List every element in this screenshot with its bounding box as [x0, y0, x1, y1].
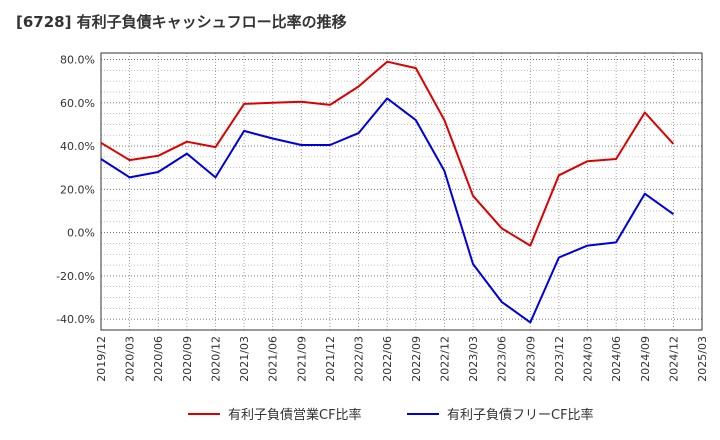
legend: 有利子負債営業CF比率 有利子負債フリーCF比率: [188, 407, 594, 423]
y-tick-label: 20.0%: [60, 183, 95, 196]
x-tick-label: 2022/09: [410, 336, 423, 382]
y-tick-label: 60.0%: [60, 97, 95, 110]
series-lines: [100, 60, 675, 324]
x-tick-label: 2023/09: [524, 336, 537, 382]
x-tick-label: 2020/12: [209, 336, 222, 382]
chart-title: [6728] 有利子負債キャッシュフロー比率の推移: [16, 13, 347, 31]
x-tick-label: 2023/12: [553, 336, 566, 382]
grid: [100, 53, 703, 330]
x-tick-label: 2024/12: [667, 336, 680, 382]
y-tick-label: 80.0%: [60, 53, 95, 66]
y-axis: 80.0% 60.0% 40.0% 20.0% 0.0% -20.0% -40.0%: [56, 53, 95, 326]
x-tick-label: 2023/06: [496, 336, 509, 382]
x-axis: 2019/12 2020/03 2020/06 2020/09 2020/12 2021/…: [95, 336, 709, 382]
x-tick-label: 2024/03: [582, 336, 595, 382]
x-tick-label: 2022/12: [438, 336, 451, 382]
y-tick-label: -40.0%: [56, 313, 95, 326]
x-tick-label: 2024/09: [639, 336, 652, 382]
x-tick-label: 2020/03: [124, 336, 137, 382]
x-tick-label: 2021/09: [295, 336, 308, 382]
x-tick-label: 2024/06: [610, 336, 623, 382]
series-line-2: [100, 97, 674, 324]
legend-label-2: 有利子負債フリーCF比率: [447, 407, 594, 423]
y-tick-label: 0.0%: [67, 227, 95, 240]
plot-frame: [100, 52, 703, 331]
x-tick-label: 2021/03: [238, 336, 251, 382]
x-tick-label: 2022/03: [353, 336, 366, 382]
x-tick-label: 2021/06: [267, 336, 280, 382]
x-tick-label: 2023/03: [467, 336, 480, 382]
x-tick-label: 2025/03: [696, 336, 709, 382]
x-tick-label: 2020/06: [152, 336, 165, 382]
x-tick-label: 2022/06: [381, 336, 394, 382]
x-tick-label: 2021/12: [324, 336, 337, 382]
legend-label-1: 有利子負債営業CF比率: [228, 407, 362, 423]
y-tick-label: 40.0%: [60, 140, 95, 153]
y-tick-label: -20.0%: [56, 270, 95, 283]
x-tick-label: 2019/12: [95, 336, 108, 382]
x-tick-label: 2020/09: [181, 336, 194, 382]
series-line-1: [100, 60, 675, 247]
